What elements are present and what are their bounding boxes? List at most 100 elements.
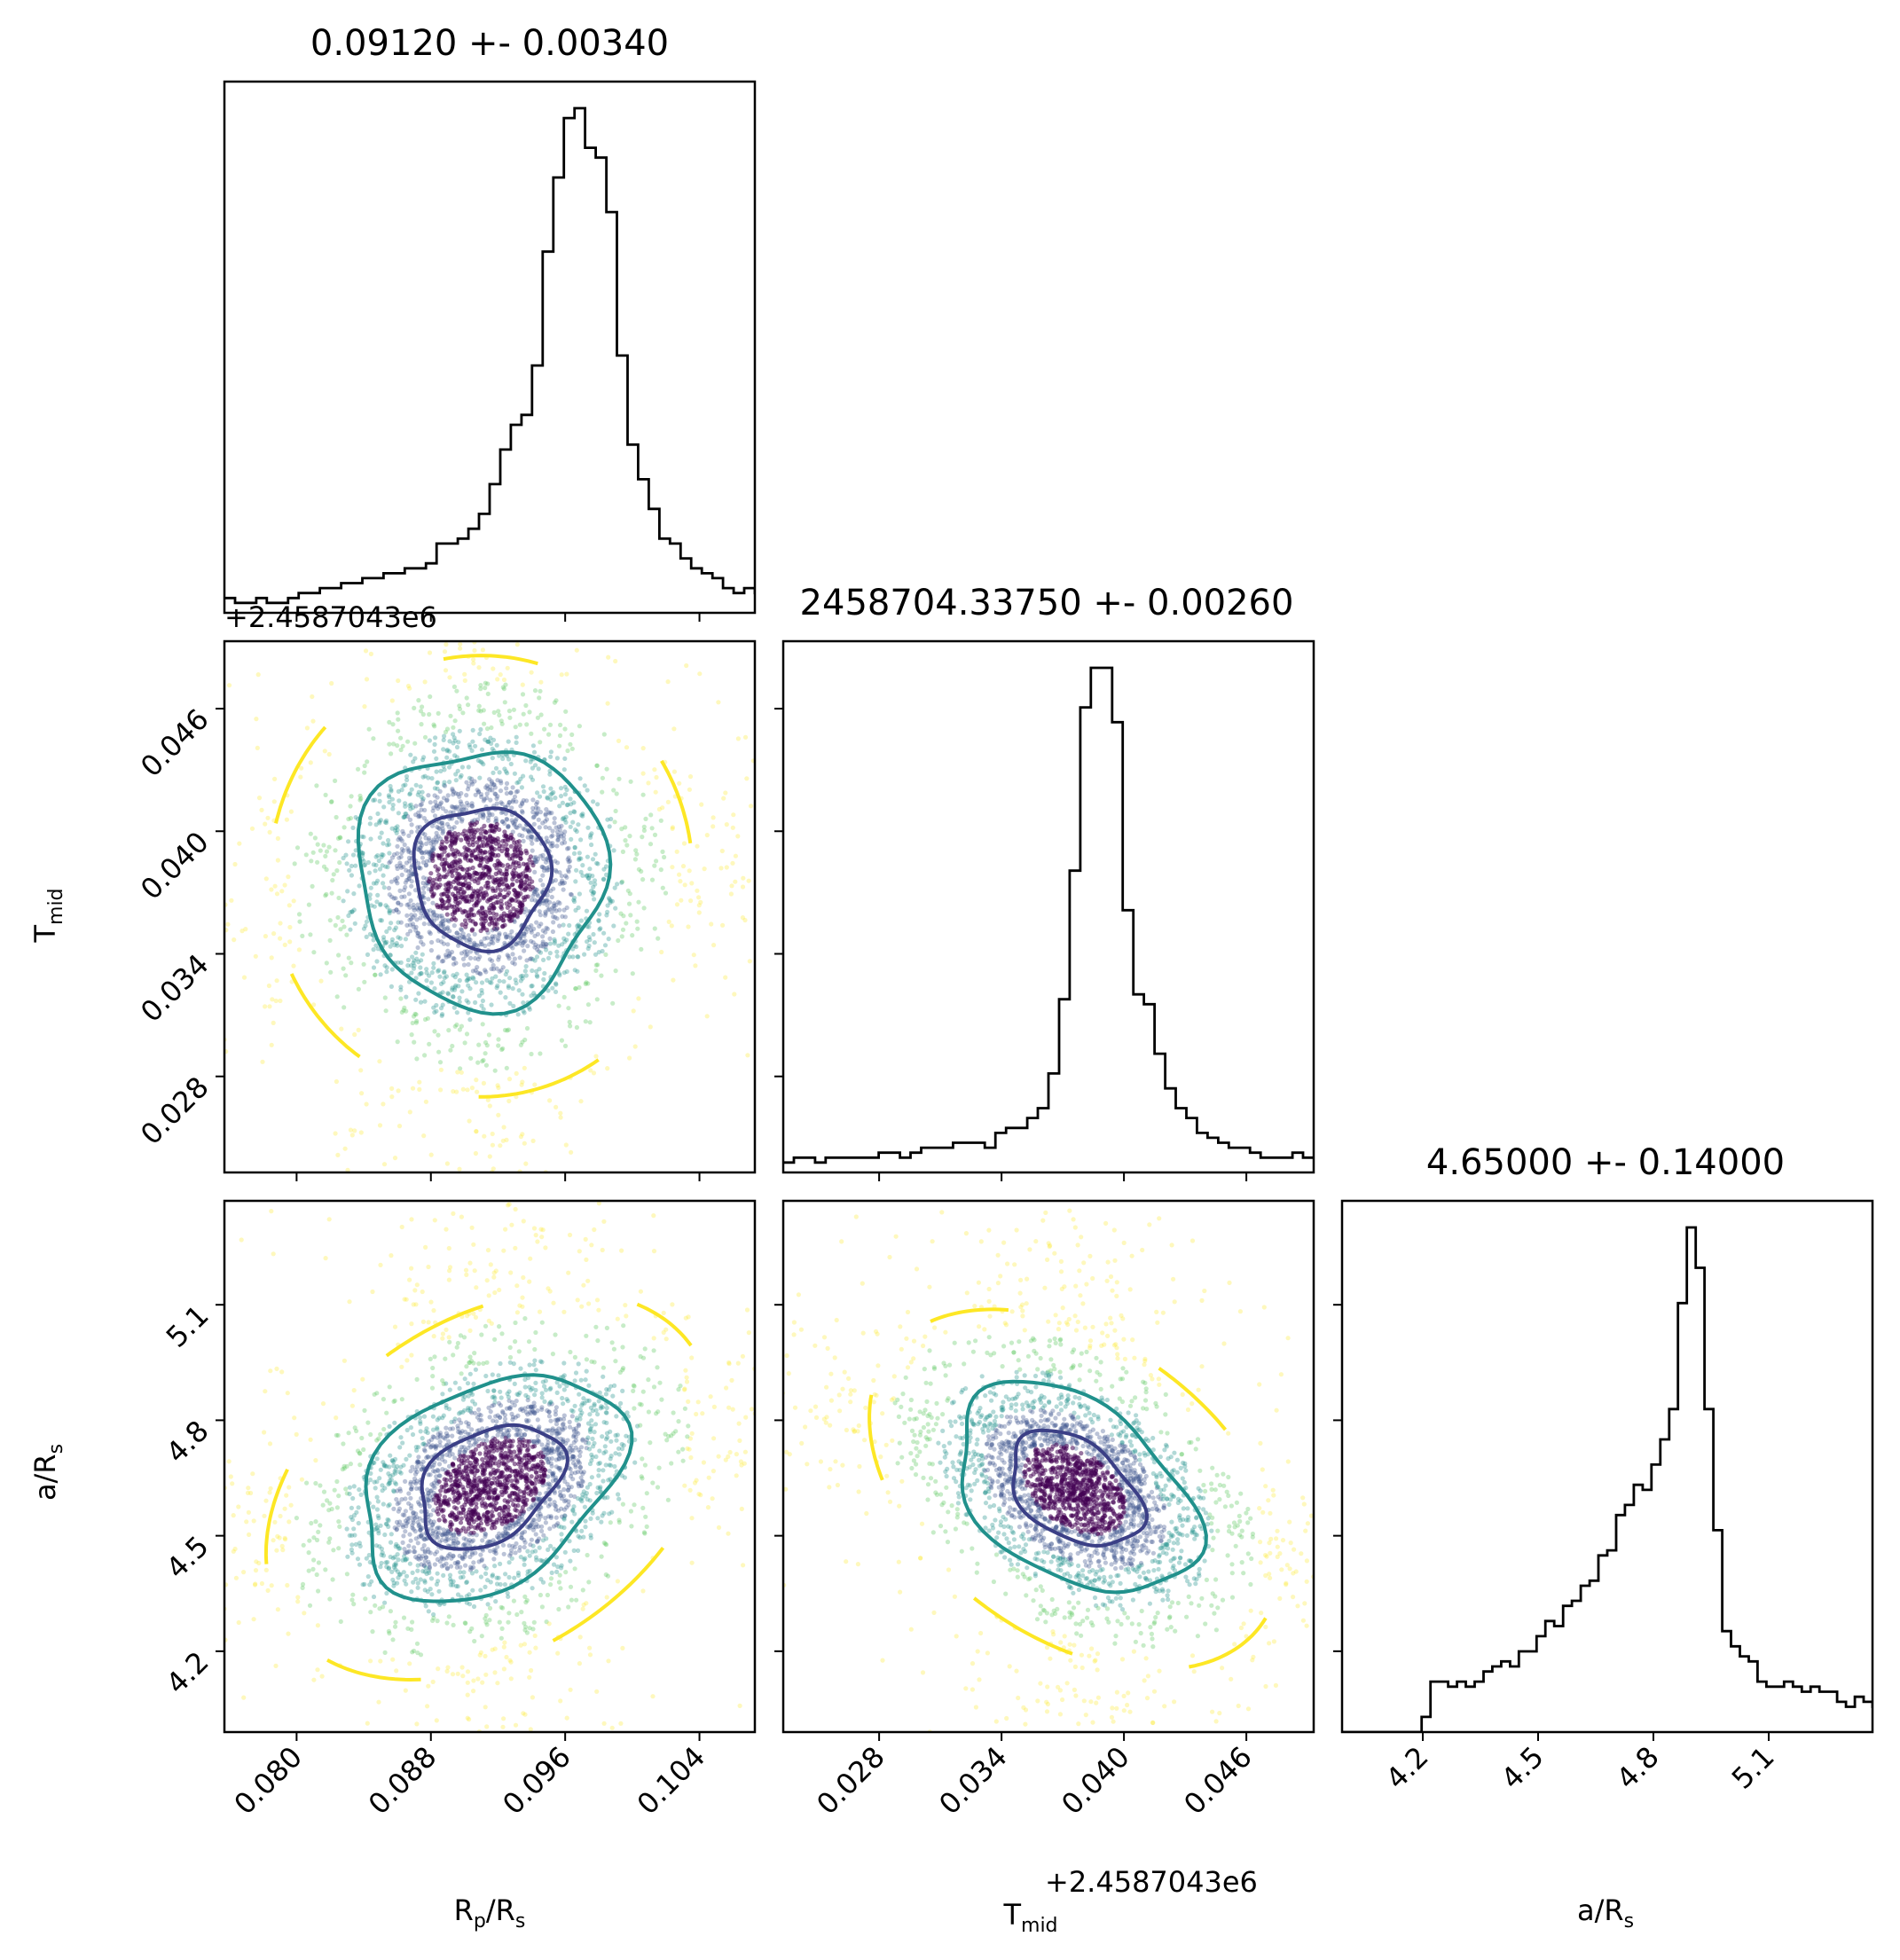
scatter-point bbox=[554, 1457, 559, 1462]
scatter-point bbox=[416, 1454, 421, 1460]
scatter-point bbox=[540, 928, 546, 933]
scatter-point bbox=[526, 829, 532, 835]
scatter-point bbox=[746, 878, 751, 883]
scatter-point bbox=[387, 1464, 392, 1470]
scatter-point bbox=[444, 1431, 449, 1436]
scatter-point bbox=[556, 1449, 561, 1454]
scatter-point bbox=[263, 1498, 269, 1503]
scatter-point bbox=[766, 864, 771, 868]
scatter-point bbox=[404, 877, 410, 883]
scatter-point bbox=[527, 1384, 532, 1390]
scatter-point bbox=[479, 991, 485, 996]
scatter-point bbox=[378, 972, 383, 977]
scatter-point bbox=[844, 842, 848, 846]
scatter-point bbox=[373, 1250, 377, 1254]
scatter-point bbox=[308, 760, 313, 765]
scatter-point bbox=[480, 906, 485, 911]
scatter-point bbox=[415, 847, 420, 852]
scatter-point bbox=[579, 1528, 585, 1533]
scatter-point bbox=[437, 1432, 444, 1438]
scatter-point bbox=[349, 1550, 355, 1556]
scatter-point bbox=[420, 942, 426, 947]
scatter-point bbox=[566, 570, 570, 575]
scatter-point bbox=[514, 843, 519, 849]
scatter-point bbox=[482, 823, 487, 829]
scatter-point bbox=[467, 828, 473, 834]
scatter-point bbox=[430, 839, 436, 844]
scatter-point bbox=[487, 1539, 492, 1545]
scatter-point bbox=[406, 849, 412, 855]
scatter-point bbox=[490, 1131, 495, 1137]
scatter-point bbox=[562, 1425, 568, 1431]
scatter-point bbox=[522, 1544, 527, 1550]
scatter-point bbox=[450, 847, 455, 852]
scatter-point bbox=[399, 846, 404, 852]
scatter-point bbox=[492, 1068, 498, 1073]
scatter-point bbox=[273, 998, 279, 1004]
scatter-point bbox=[535, 974, 540, 979]
scatter-point bbox=[410, 871, 415, 877]
scatter-point bbox=[253, 953, 258, 959]
scatter-point bbox=[527, 1553, 532, 1558]
scatter-point bbox=[544, 925, 549, 930]
scatter-point bbox=[500, 756, 506, 762]
scatter-point bbox=[153, 1039, 158, 1043]
scatter-point bbox=[571, 895, 577, 901]
scatter-point bbox=[588, 833, 593, 838]
scatter-point bbox=[451, 956, 457, 961]
scatter-point bbox=[601, 866, 607, 872]
scatter-point bbox=[595, 1485, 601, 1490]
scatter-point bbox=[513, 977, 518, 983]
scatter-point bbox=[504, 868, 509, 874]
scatter-point bbox=[463, 924, 468, 929]
scatter-point bbox=[463, 849, 468, 855]
scatter-point bbox=[570, 1454, 576, 1459]
scatter-point bbox=[458, 1226, 462, 1230]
scatter-point bbox=[811, 857, 815, 861]
scatter-point bbox=[619, 934, 624, 939]
scatter-point bbox=[444, 749, 450, 754]
scatter-point bbox=[440, 1467, 445, 1472]
scatter-point bbox=[453, 791, 459, 796]
scatter-point bbox=[491, 1241, 496, 1245]
scatter-point bbox=[504, 842, 509, 847]
scatter-point bbox=[479, 794, 484, 800]
scatter-point bbox=[462, 678, 467, 684]
scatter-point bbox=[475, 944, 481, 949]
scatter-point bbox=[381, 937, 387, 943]
scatter-point bbox=[422, 1053, 428, 1058]
scatter-point bbox=[306, 1550, 311, 1556]
scatter-point bbox=[543, 1245, 548, 1250]
scatter-point bbox=[477, 775, 483, 780]
scatter-point bbox=[208, 482, 213, 487]
scatter-point bbox=[719, 848, 725, 854]
scatter-point bbox=[403, 1688, 408, 1693]
scatter-point bbox=[514, 825, 519, 830]
scatter-point bbox=[474, 1439, 479, 1444]
scatter-point bbox=[390, 1657, 396, 1662]
scatter-point bbox=[496, 1240, 500, 1244]
scatter-point bbox=[561, 970, 567, 976]
scatter-point bbox=[434, 1474, 439, 1479]
scatter-point bbox=[593, 1454, 599, 1460]
scatter-point bbox=[410, 921, 416, 927]
scatter-point bbox=[233, 1575, 239, 1580]
scatter-point bbox=[399, 894, 404, 900]
scatter-point bbox=[477, 835, 483, 841]
scatter-point bbox=[522, 938, 528, 944]
scatter-point bbox=[513, 725, 518, 730]
scatter-point bbox=[434, 1525, 440, 1531]
scatter-point bbox=[464, 780, 469, 785]
scatter-point bbox=[603, 1410, 608, 1415]
scatter-point bbox=[616, 937, 621, 944]
scatter-point bbox=[490, 746, 495, 751]
scatter-point bbox=[371, 965, 377, 970]
scatter-point bbox=[548, 1514, 554, 1519]
scatter-point bbox=[571, 898, 577, 903]
scatter-point bbox=[401, 864, 406, 869]
scatter-point bbox=[428, 1356, 433, 1361]
scatter-point bbox=[398, 854, 404, 859]
scatter-point bbox=[574, 828, 579, 835]
scatter-point bbox=[308, 932, 313, 937]
scatter-point bbox=[475, 757, 481, 764]
